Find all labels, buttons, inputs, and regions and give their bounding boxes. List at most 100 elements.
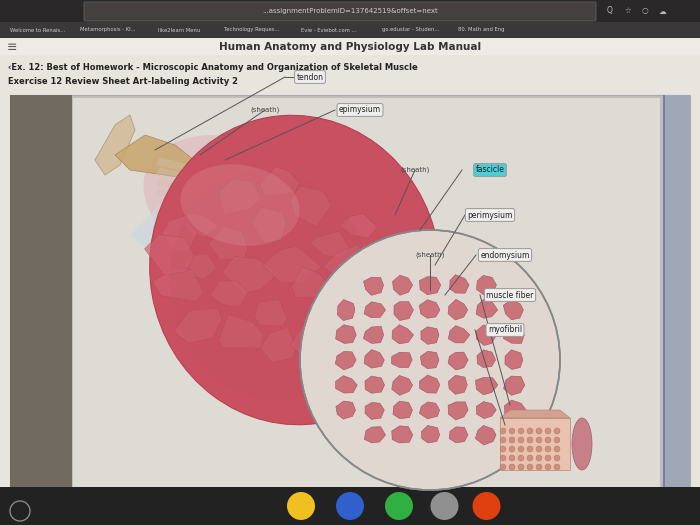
Ellipse shape xyxy=(144,135,337,275)
Polygon shape xyxy=(155,167,210,185)
Text: ☆: ☆ xyxy=(624,6,631,16)
Polygon shape xyxy=(174,308,222,343)
Circle shape xyxy=(554,464,560,470)
Polygon shape xyxy=(95,115,135,175)
Ellipse shape xyxy=(150,116,440,425)
Polygon shape xyxy=(500,410,570,418)
Polygon shape xyxy=(364,427,386,443)
Circle shape xyxy=(536,437,542,443)
Polygon shape xyxy=(144,235,194,275)
Polygon shape xyxy=(449,275,469,293)
Polygon shape xyxy=(365,403,384,419)
Bar xyxy=(0,38,700,55)
Ellipse shape xyxy=(181,164,300,246)
Circle shape xyxy=(518,455,524,461)
Circle shape xyxy=(385,492,413,520)
Circle shape xyxy=(527,446,533,452)
Text: ...assignmentProblemID=137642519&offset=next: ...assignmentProblemID=137642519&offset=… xyxy=(262,8,438,14)
Polygon shape xyxy=(115,135,200,180)
Polygon shape xyxy=(340,214,377,238)
Polygon shape xyxy=(394,302,414,321)
Polygon shape xyxy=(363,327,384,343)
Polygon shape xyxy=(393,401,412,418)
Circle shape xyxy=(518,446,524,452)
Circle shape xyxy=(527,437,533,443)
Polygon shape xyxy=(364,350,384,368)
Polygon shape xyxy=(391,352,412,368)
Polygon shape xyxy=(130,145,250,265)
Bar xyxy=(10,95,72,520)
Text: ○: ○ xyxy=(642,6,648,16)
Ellipse shape xyxy=(572,418,592,470)
Polygon shape xyxy=(419,277,441,295)
Circle shape xyxy=(545,446,551,452)
Polygon shape xyxy=(323,245,377,278)
Polygon shape xyxy=(370,240,410,274)
Polygon shape xyxy=(384,271,417,301)
Text: endomysium: endomysium xyxy=(480,250,530,259)
Polygon shape xyxy=(421,327,439,344)
Bar xyxy=(0,0,700,22)
Polygon shape xyxy=(155,157,210,175)
Polygon shape xyxy=(292,266,332,298)
Bar xyxy=(72,97,660,517)
Polygon shape xyxy=(476,402,496,418)
Circle shape xyxy=(536,464,542,470)
Polygon shape xyxy=(476,325,496,345)
FancyBboxPatch shape xyxy=(84,2,596,21)
Polygon shape xyxy=(335,351,356,370)
Text: Technology Reques...: Technology Reques... xyxy=(224,27,279,33)
Polygon shape xyxy=(218,315,263,348)
Circle shape xyxy=(500,464,506,470)
Circle shape xyxy=(554,455,560,461)
Circle shape xyxy=(545,428,551,434)
Circle shape xyxy=(554,446,560,452)
Circle shape xyxy=(509,437,515,443)
Bar xyxy=(500,418,570,470)
Circle shape xyxy=(527,464,533,470)
Polygon shape xyxy=(392,426,413,443)
Polygon shape xyxy=(503,325,524,343)
Polygon shape xyxy=(421,425,440,443)
Text: Evie - Eviebot.com ...: Evie - Eviebot.com ... xyxy=(301,27,356,33)
Polygon shape xyxy=(155,177,210,195)
Bar xyxy=(663,95,665,520)
Bar xyxy=(665,95,690,520)
Text: Exercise 12 Review Sheet Art-labeling Activity 2: Exercise 12 Review Sheet Art-labeling Ac… xyxy=(8,78,238,87)
Circle shape xyxy=(500,428,506,434)
Polygon shape xyxy=(155,187,210,205)
Polygon shape xyxy=(290,186,331,226)
Polygon shape xyxy=(260,166,300,196)
Circle shape xyxy=(500,437,506,443)
Circle shape xyxy=(554,428,560,434)
Polygon shape xyxy=(290,326,344,365)
Circle shape xyxy=(509,446,515,452)
Polygon shape xyxy=(365,376,384,393)
Polygon shape xyxy=(364,302,386,318)
Polygon shape xyxy=(335,376,357,393)
Circle shape xyxy=(536,446,542,452)
Polygon shape xyxy=(419,402,440,419)
Text: ‹Ex. 12: Best of Homework - Microscopic Anatomy and Organization of Skeletal Mus: ‹Ex. 12: Best of Homework - Microscopic … xyxy=(8,62,418,71)
Polygon shape xyxy=(448,402,468,420)
Text: Welcome to Renais...: Welcome to Renais... xyxy=(10,27,66,33)
Ellipse shape xyxy=(169,171,370,400)
Polygon shape xyxy=(183,254,217,279)
Circle shape xyxy=(527,455,533,461)
Polygon shape xyxy=(475,425,496,445)
Text: ☁: ☁ xyxy=(658,6,666,16)
Circle shape xyxy=(518,437,524,443)
Polygon shape xyxy=(260,327,296,362)
Circle shape xyxy=(287,492,315,520)
Text: go.edustar - Studen...: go.edustar - Studen... xyxy=(382,27,439,33)
Polygon shape xyxy=(343,324,376,344)
Text: fascicle: fascicle xyxy=(475,165,505,174)
Circle shape xyxy=(430,492,458,520)
Bar xyxy=(0,487,700,525)
Circle shape xyxy=(545,455,551,461)
Circle shape xyxy=(509,428,515,434)
Polygon shape xyxy=(505,350,523,370)
Polygon shape xyxy=(310,231,349,258)
Polygon shape xyxy=(503,376,525,395)
Polygon shape xyxy=(393,275,412,295)
